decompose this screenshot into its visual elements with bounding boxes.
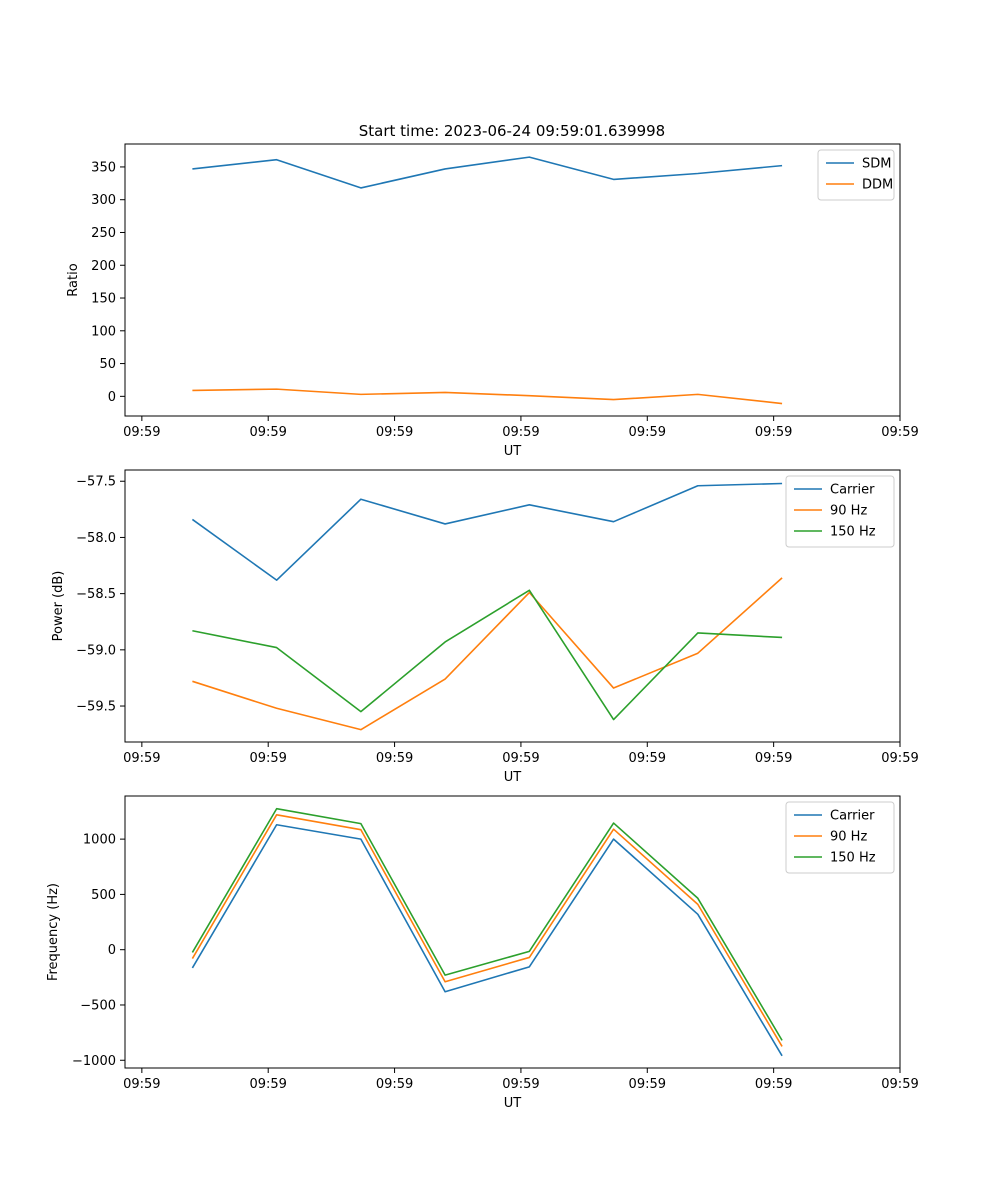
x-tick-label: 09:59: [755, 425, 792, 440]
y-tick-label: 1000: [83, 833, 116, 848]
series-line-90-hz: [191, 813, 783, 1047]
y-tick-label: −59.0: [76, 643, 116, 658]
chart-panel-2: 09:59 09:59 09:59 09:59 09:59 09:59 09:59 −59.5…: [51, 469, 919, 785]
x-tick-label: 09:59: [249, 1077, 286, 1092]
x-tick-label: 09:59: [376, 1077, 413, 1092]
x-tick-label: 09:59: [123, 751, 160, 766]
y-tick-label: 150: [91, 292, 116, 307]
axes-frame: [124, 143, 901, 417]
x-tick-label: 09:59: [881, 751, 918, 766]
y-tick-label: −59.5: [76, 700, 116, 715]
y-tick-label: 100: [91, 324, 116, 339]
chart-panel-3: 09:59 09:59 09:59 09:59 09:59 09:59 09:59 −1000…: [46, 795, 919, 1111]
x-tick-label: 09:59: [629, 1077, 666, 1092]
axes-frame: [124, 469, 901, 743]
legend-label: 90 Hz: [830, 830, 867, 845]
x-tick-label: 09:59: [502, 425, 539, 440]
y-tick-label: −500: [80, 998, 116, 1013]
y-tick-label: 500: [91, 888, 116, 903]
y-tick-label: −58.5: [76, 587, 116, 602]
legend-box: [785, 475, 895, 548]
legend-label: Carrier: [830, 809, 875, 824]
chart-panel-1: 09:59 09:59 09:59 09:59 09:59 09:59 09:59 0 50 10…: [66, 143, 919, 459]
chart-title: Start time: 2023-06-24 09:59:01.639998: [359, 122, 665, 140]
series-line-150-hz: [191, 807, 783, 1041]
y-tick-label: 350: [91, 160, 116, 175]
x-tick-label: 09:59: [123, 1077, 160, 1092]
legend-label: 150 Hz: [830, 525, 876, 540]
x-axis-label: UT: [504, 444, 522, 459]
x-tick-label: 09:59: [376, 751, 413, 766]
x-tick-label: 09:59: [376, 425, 413, 440]
x-axis-label: UT: [504, 770, 522, 785]
legend-label: Carrier: [830, 483, 875, 498]
y-axis-label: Power (dB): [51, 571, 66, 642]
y-tick-label: −57.5: [76, 475, 116, 490]
x-tick-label: 09:59: [755, 751, 792, 766]
x-tick-label: 09:59: [123, 425, 160, 440]
y-tick-label: 0: [108, 943, 116, 958]
legend: SDM DDM: [817, 149, 895, 201]
y-axis-label: Frequency (Hz): [46, 883, 61, 981]
y-axis-label: Ratio: [66, 263, 81, 296]
y-tick-label: 50: [99, 357, 116, 372]
x-tick-label: 09:59: [881, 1077, 918, 1092]
y-tick-label: 200: [91, 259, 116, 274]
legend: Carrier 90 Hz 150 Hz: [785, 801, 895, 874]
series-line-150-hz: [192, 589, 783, 721]
legend-label: SDM: [862, 157, 891, 172]
x-tick-label: 09:59: [629, 751, 666, 766]
y-tick-label: 300: [91, 193, 116, 208]
series-line-carrier: [191, 482, 783, 581]
x-tick-label: 09:59: [629, 425, 666, 440]
x-tick-label: 09:59: [502, 1077, 539, 1092]
x-tick-label: 09:59: [249, 751, 286, 766]
legend: Carrier 90 Hz 150 Hz: [785, 475, 895, 548]
legend-box: [785, 801, 895, 874]
legend-label: 90 Hz: [830, 504, 867, 519]
y-tick-label: −1000: [72, 1054, 116, 1069]
axes-frame: [124, 795, 901, 1069]
y-tick-label: 0: [108, 390, 116, 405]
legend-label: DDM: [862, 178, 893, 193]
series-line-90-hz: [192, 577, 783, 731]
x-tick-label: 09:59: [881, 425, 918, 440]
x-tick-label: 09:59: [249, 425, 286, 440]
x-axis-label: UT: [504, 1096, 522, 1111]
x-tick-label: 09:59: [755, 1077, 792, 1092]
series-line-carrier: [191, 823, 783, 1057]
y-tick-label: 250: [91, 226, 116, 241]
legend-label: 150 Hz: [830, 851, 876, 866]
series-line-sdm: [192, 156, 783, 189]
y-tick-label: −58.0: [76, 531, 116, 546]
series-line-ddm: [192, 388, 783, 405]
x-tick-label: 09:59: [502, 751, 539, 766]
